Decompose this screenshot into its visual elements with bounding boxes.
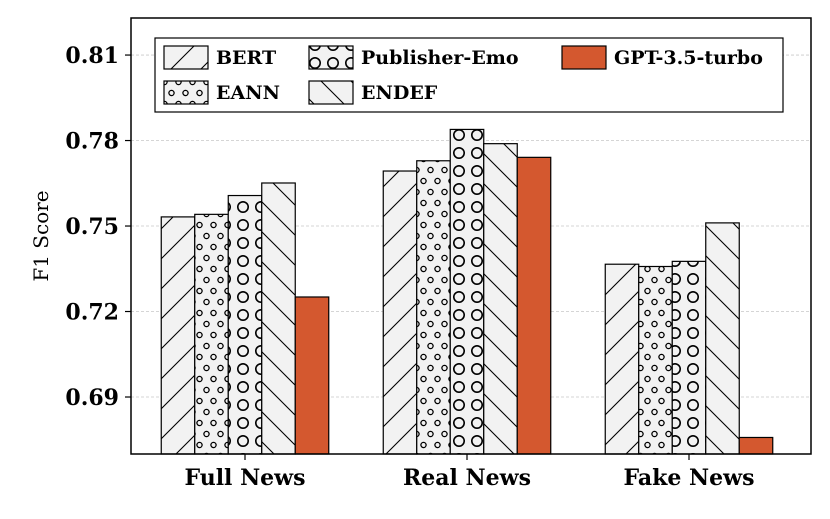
legend-label: BERT bbox=[216, 47, 276, 69]
legend-swatch bbox=[308, 80, 354, 105]
bar-eann bbox=[638, 265, 673, 455]
x-tick-label: Real News bbox=[403, 465, 531, 491]
legend-swatch bbox=[308, 45, 354, 70]
legend-swatch bbox=[561, 45, 607, 70]
bar-endef bbox=[483, 143, 518, 455]
legend-label: Publisher-Emo bbox=[361, 47, 519, 69]
legend-swatch bbox=[163, 80, 209, 105]
legend-label: ENDEF bbox=[361, 82, 438, 104]
bar-publisher-emo bbox=[227, 194, 263, 455]
x-tick-label: Fake News bbox=[623, 465, 754, 491]
y-tick-label: 0.81 bbox=[65, 43, 119, 69]
y-axis: 0.69 0.72 0.75 0.78 0.81 bbox=[65, 43, 131, 411]
bar-gpt-3-5-turbo bbox=[294, 296, 330, 455]
bar-bert bbox=[604, 263, 640, 455]
bar-eann bbox=[416, 160, 451, 455]
legend-label: EANN bbox=[216, 82, 280, 104]
y-tick-label: 0.69 bbox=[65, 385, 119, 411]
y-axis-title: F1 Score bbox=[29, 190, 53, 281]
legend-label: GPT-3.5-turbo bbox=[614, 47, 763, 69]
bar-publisher-emo bbox=[449, 128, 485, 455]
plot-area-frame bbox=[130, 17, 812, 455]
bar-publisher-emo bbox=[671, 260, 707, 455]
bar-endef bbox=[261, 182, 296, 455]
bar-eann bbox=[194, 213, 229, 455]
bar-bert bbox=[382, 170, 418, 455]
legend: BERT EANN Publisher-Emo ENDEF GPT-3.5-turbo bbox=[154, 37, 784, 113]
bar-bert bbox=[160, 216, 196, 455]
legend-box bbox=[154, 37, 784, 113]
bar-endef bbox=[705, 222, 740, 455]
x-axis: Full News Real News Fake News bbox=[184, 454, 755, 491]
bar-gpt-3-5-turbo bbox=[516, 156, 552, 455]
x-tick-label: Full News bbox=[184, 465, 305, 491]
bars bbox=[160, 128, 774, 455]
y-tick-label: 0.78 bbox=[65, 129, 119, 155]
legend-swatch bbox=[163, 45, 209, 70]
y-tick-label: 0.72 bbox=[65, 300, 119, 326]
y-tick-label: 0.75 bbox=[65, 214, 119, 240]
bar-gpt-3-5-turbo bbox=[738, 436, 774, 455]
